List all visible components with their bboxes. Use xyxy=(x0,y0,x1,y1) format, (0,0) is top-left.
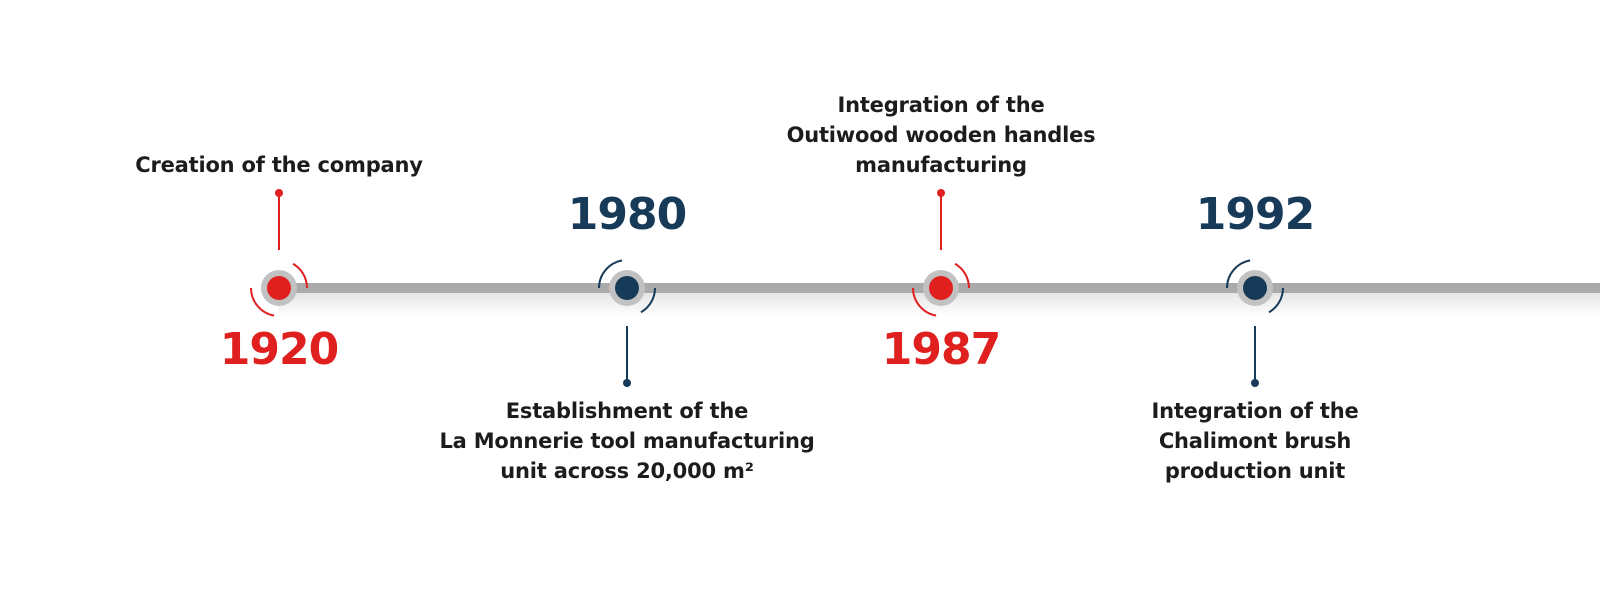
event-description-line: manufacturing xyxy=(855,153,1027,177)
marker-stem-dot xyxy=(623,379,631,387)
event-description: Establishment of the La Monnerie tool man… xyxy=(439,396,814,486)
timeline-markers xyxy=(250,189,1284,387)
event-description-line: Chalimont brush xyxy=(1158,429,1352,453)
event-description-line: La Monnerie tool manufacturing xyxy=(439,429,815,453)
event-description: Creation of the company xyxy=(135,150,423,180)
event-year: 1980 xyxy=(567,189,687,240)
marker-dot xyxy=(615,276,639,300)
marker-dot xyxy=(929,276,953,300)
marker-dot xyxy=(1243,276,1267,300)
event-description-line: production unit xyxy=(1164,459,1346,483)
marker-arc xyxy=(250,287,275,317)
marker-arc xyxy=(292,262,308,289)
marker-arc xyxy=(640,287,656,314)
event-year: 1987 xyxy=(881,324,1001,375)
event-description-line: Establishment of the xyxy=(505,399,749,423)
marker-arc xyxy=(912,287,937,317)
marker-arc xyxy=(1226,259,1251,289)
event-year: 1992 xyxy=(1195,189,1315,240)
event-description-line: Creation of the company xyxy=(135,153,423,177)
marker-arc xyxy=(954,262,970,289)
marker-dot xyxy=(267,276,291,300)
marker-arc xyxy=(1268,287,1284,314)
marker-stem-dot xyxy=(937,189,945,197)
event-description-line: unit across 20,000 m² xyxy=(500,459,754,483)
event-description-line: Outiwood wooden handles xyxy=(786,123,1096,147)
marker-stem-dot xyxy=(275,189,283,197)
event-description: Integration of the Outiwood wooden handle… xyxy=(787,90,1096,180)
marker-stem-dot xyxy=(1251,379,1259,387)
event-description-line: Integration of the xyxy=(1151,399,1359,423)
event-description: Integration of the Chalimont brush product… xyxy=(1151,396,1358,486)
marker-arc xyxy=(598,259,623,289)
event-year: 1920 xyxy=(219,324,339,375)
event-description-line: Integration of the xyxy=(837,93,1045,117)
